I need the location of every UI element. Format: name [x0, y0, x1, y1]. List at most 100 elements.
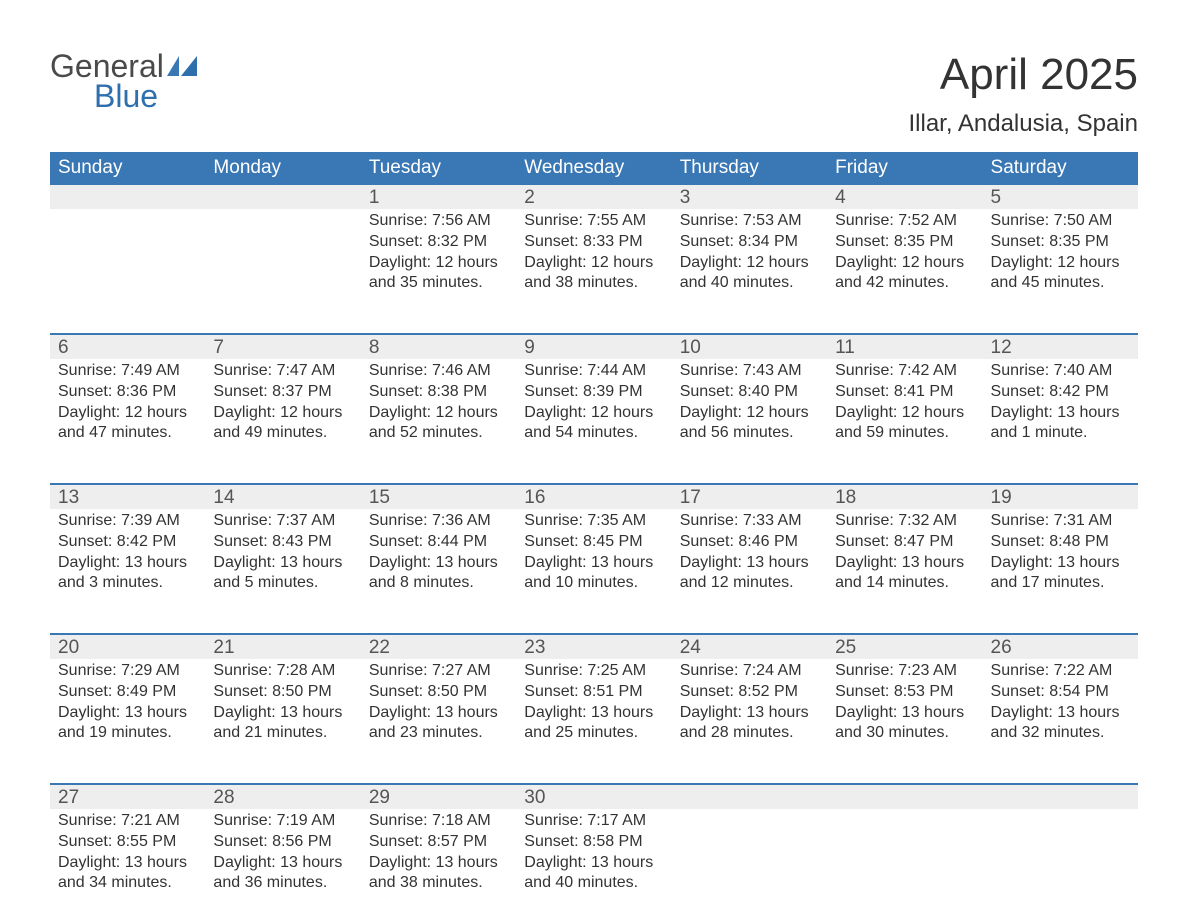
day-line: Sunrise: 7:37 AM [213, 511, 352, 532]
day-line: Sunrise: 7:47 AM [213, 361, 352, 382]
day-line: Daylight: 13 hours [835, 703, 974, 724]
day-number: 14 [213, 487, 234, 508]
day-content-row: Sunrise: 7:39 AMSunset: 8:42 PMDaylight:… [50, 509, 1138, 617]
calendar-week: 27282930Sunrise: 7:21 AMSunset: 8:55 PMD… [50, 783, 1138, 917]
day-number-cell: 25 [827, 635, 982, 659]
day-line: Sunset: 8:47 PM [835, 532, 974, 553]
day-line: and 34 minutes. [58, 873, 197, 894]
day-number: 1 [369, 187, 380, 208]
day-number: 23 [524, 637, 545, 658]
day-line: Sunset: 8:54 PM [991, 682, 1130, 703]
day-content: Sunrise: 7:28 AMSunset: 8:50 PMDaylight:… [205, 659, 360, 767]
day-number-cell: 23 [516, 635, 671, 659]
day-content: Sunrise: 7:40 AMSunset: 8:42 PMDaylight:… [983, 359, 1138, 467]
day-line: Daylight: 12 hours [991, 253, 1130, 274]
day-number-cell: 7 [205, 335, 360, 359]
day-number-cell: 11 [827, 335, 982, 359]
calendar: Sunday Monday Tuesday Wednesday Thursday… [50, 152, 1138, 917]
day-content: Sunrise: 7:21 AMSunset: 8:55 PMDaylight:… [50, 809, 205, 917]
day-line: Sunrise: 7:39 AM [58, 511, 197, 532]
day-line: and 5 minutes. [213, 573, 352, 594]
day-number-cell: 5 [983, 185, 1138, 209]
day-number: 2 [524, 187, 535, 208]
day-line: Sunset: 8:51 PM [524, 682, 663, 703]
day-line: Sunrise: 7:50 AM [991, 211, 1130, 232]
logo-text-blue: Blue [50, 80, 197, 112]
day-number-cell: 18 [827, 485, 982, 509]
day-line: Daylight: 13 hours [524, 703, 663, 724]
day-line: Daylight: 12 hours [524, 253, 663, 274]
day-line: and 17 minutes. [991, 573, 1130, 594]
day-line: Sunset: 8:39 PM [524, 382, 663, 403]
day-line: Daylight: 12 hours [680, 403, 819, 424]
day-number-cell [672, 785, 827, 809]
day-number-cell: 13 [50, 485, 205, 509]
day-line: and 12 minutes. [680, 573, 819, 594]
day-number-cell: 28 [205, 785, 360, 809]
day-line: Sunrise: 7:44 AM [524, 361, 663, 382]
day-line: Daylight: 12 hours [835, 403, 974, 424]
day-line: Daylight: 12 hours [58, 403, 197, 424]
day-number: 27 [58, 787, 79, 808]
day-content: Sunrise: 7:46 AMSunset: 8:38 PMDaylight:… [361, 359, 516, 467]
day-number: 19 [991, 487, 1012, 508]
day-line: Daylight: 13 hours [524, 853, 663, 874]
day-line: and 36 minutes. [213, 873, 352, 894]
day-line: Sunset: 8:32 PM [369, 232, 508, 253]
day-number: 26 [991, 637, 1012, 658]
day-line: Sunset: 8:46 PM [680, 532, 819, 553]
day-line: Daylight: 13 hours [213, 853, 352, 874]
day-line: Daylight: 12 hours [524, 403, 663, 424]
day-line: Daylight: 13 hours [213, 553, 352, 574]
day-line: and 1 minute. [991, 423, 1130, 444]
day-content: Sunrise: 7:19 AMSunset: 8:56 PMDaylight:… [205, 809, 360, 917]
day-line: and 19 minutes. [58, 723, 197, 744]
day-line: Daylight: 13 hours [680, 553, 819, 574]
day-number-cell: 16 [516, 485, 671, 509]
day-number-cell: 12 [983, 335, 1138, 359]
day-number-cell: 21 [205, 635, 360, 659]
day-line: Sunrise: 7:29 AM [58, 661, 197, 682]
day-number-cell: 17 [672, 485, 827, 509]
day-line: and 49 minutes. [213, 423, 352, 444]
day-number-row: 20212223242526 [50, 635, 1138, 659]
day-content-row: Sunrise: 7:49 AMSunset: 8:36 PMDaylight:… [50, 359, 1138, 467]
day-content [50, 209, 205, 317]
day-line: Sunset: 8:55 PM [58, 832, 197, 853]
day-number-cell: 26 [983, 635, 1138, 659]
day-line: and 28 minutes. [680, 723, 819, 744]
day-content: Sunrise: 7:35 AMSunset: 8:45 PMDaylight:… [516, 509, 671, 617]
weekday-header: Wednesday [516, 152, 671, 185]
day-line: Daylight: 12 hours [835, 253, 974, 274]
day-number: 13 [58, 487, 79, 508]
weekday-header: Thursday [672, 152, 827, 185]
logo: General Blue [50, 50, 197, 112]
day-line: Daylight: 13 hours [524, 553, 663, 574]
day-line: Sunrise: 7:42 AM [835, 361, 974, 382]
day-line: Sunset: 8:37 PM [213, 382, 352, 403]
weeks-container: 12345Sunrise: 7:56 AMSunset: 8:32 PMDayl… [50, 185, 1138, 917]
day-line: Daylight: 12 hours [680, 253, 819, 274]
day-number: 28 [213, 787, 234, 808]
day-content: Sunrise: 7:50 AMSunset: 8:35 PMDaylight:… [983, 209, 1138, 317]
day-line: Daylight: 13 hours [991, 403, 1130, 424]
day-line: Sunset: 8:57 PM [369, 832, 508, 853]
day-line: Sunset: 8:50 PM [369, 682, 508, 703]
day-line: Sunset: 8:53 PM [835, 682, 974, 703]
day-line: Daylight: 13 hours [680, 703, 819, 724]
day-number: 20 [58, 637, 79, 658]
day-line: and 10 minutes. [524, 573, 663, 594]
day-content: Sunrise: 7:17 AMSunset: 8:58 PMDaylight:… [516, 809, 671, 917]
day-line: Daylight: 13 hours [369, 553, 508, 574]
day-line: Sunset: 8:38 PM [369, 382, 508, 403]
day-number: 24 [680, 637, 701, 658]
day-content: Sunrise: 7:44 AMSunset: 8:39 PMDaylight:… [516, 359, 671, 467]
day-line: and 35 minutes. [369, 273, 508, 294]
day-content: Sunrise: 7:31 AMSunset: 8:48 PMDaylight:… [983, 509, 1138, 617]
day-line: and 42 minutes. [835, 273, 974, 294]
weekday-header: Sunday [50, 152, 205, 185]
day-line: Sunrise: 7:49 AM [58, 361, 197, 382]
day-line: Daylight: 13 hours [58, 703, 197, 724]
day-content: Sunrise: 7:55 AMSunset: 8:33 PMDaylight:… [516, 209, 671, 317]
day-content: Sunrise: 7:42 AMSunset: 8:41 PMDaylight:… [827, 359, 982, 467]
